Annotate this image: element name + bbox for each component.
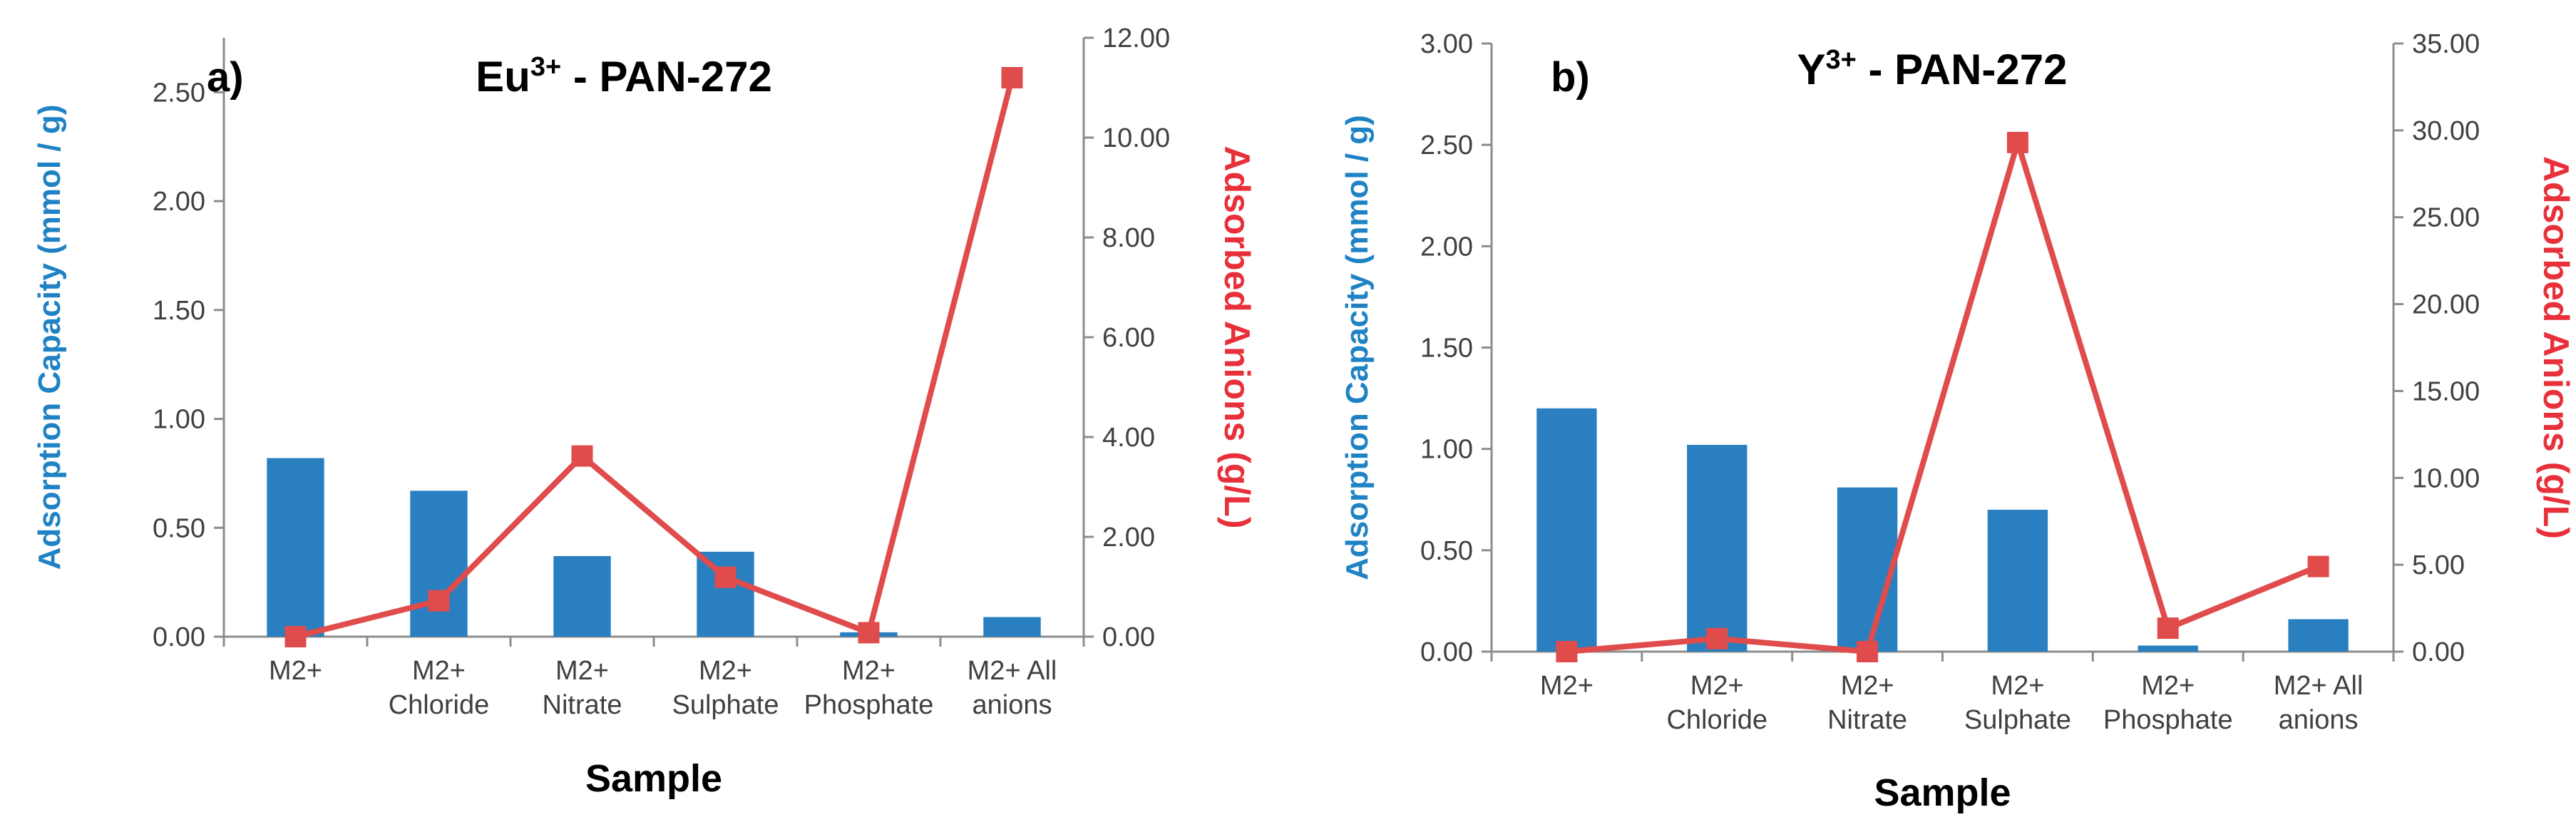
category-label-line2: Phosphate [2103, 705, 2233, 735]
category-label-line2: Phosphate [804, 690, 934, 720]
category-label-line2: Sulphate [672, 690, 779, 720]
bar-1 [1536, 408, 1597, 652]
bar-3 [553, 555, 611, 637]
category-label-line1: M2+ All [968, 656, 1057, 686]
category-label-line2: Chloride [389, 690, 490, 720]
anion-line [1566, 139, 2320, 654]
bar-6 [2288, 619, 2349, 652]
category-label-line2: anions [973, 690, 1052, 720]
category-label-line1: M2+ All [2274, 671, 2364, 701]
bar-2 [1687, 444, 1748, 652]
anion-marker-2 [428, 590, 450, 612]
right-tick-label: 2.00 [1102, 523, 1155, 553]
title-element: Eu [476, 53, 530, 101]
anion-marker-6 [1001, 67, 1023, 88]
panel-letter: b) [1551, 54, 1590, 101]
panel-letter: a) [207, 54, 244, 101]
category-label-line2: anions [2279, 705, 2359, 735]
title-rest: - PAN-272 [1857, 46, 2068, 93]
category-label-line1: M2+ [269, 656, 322, 686]
category-label-line1: M2+ [2141, 671, 2195, 701]
x-axis-label: Sample [1874, 771, 2011, 814]
anion-line [294, 76, 1015, 640]
right-tick-label: 0.00 [1102, 622, 1155, 652]
right-tick-label: 20.00 [2412, 290, 2480, 320]
left-tick-label: 1.50 [153, 296, 205, 326]
anion-marker-6 [2307, 555, 2329, 577]
anion-marker-1 [284, 626, 307, 647]
anion-marker-5 [858, 622, 880, 644]
left-tick-label: 0.00 [1420, 637, 1473, 667]
left-tick-label: 2.00 [153, 187, 205, 217]
title-element: Y [1797, 46, 1826, 93]
right-tick-label: 10.00 [2412, 463, 2480, 493]
chart-panel-1: 0.00 0.50 1.00 1.50 2.00 2.50 0.00 2.00 4.00 6.00… [32, 24, 1257, 800]
right-tick-label: 25.00 [2412, 203, 2480, 233]
category-label-line1: M2+ [1690, 671, 1744, 701]
left-tick-label: 2.50 [153, 78, 205, 108]
anion-marker-4 [714, 566, 737, 588]
right-tick-label: 0.00 [2412, 637, 2465, 667]
category-label-line2: Chloride [1666, 705, 1767, 735]
left-tick-label: 3.00 [1420, 29, 1473, 59]
right-tick-label: 4.00 [1102, 423, 1155, 453]
x-axis-label: Sample [585, 757, 722, 800]
bar-4 [697, 551, 754, 637]
left-tick-label: 2.00 [1420, 232, 1473, 262]
category-label-line1: M2+ [1540, 671, 1594, 701]
y2-axis-label: Adsorbed Anions (g/L) [2536, 156, 2576, 539]
bar-3 [1837, 487, 1898, 652]
category-label-line1: M2+ [842, 656, 896, 686]
category-label-line1: M2+ [699, 656, 752, 686]
left-tick-label: 0.50 [1420, 536, 1473, 566]
anion-marker-4 [2006, 131, 2028, 153]
anion-marker-1 [1556, 641, 1578, 662]
left-tick-label: 2.50 [1420, 130, 1473, 160]
bar-5 [2138, 645, 2198, 652]
category-label-line1: M2+ [1841, 671, 1894, 701]
right-tick-label: 5.00 [2412, 550, 2465, 580]
bar-1 [267, 458, 324, 637]
category-label-line2: Nitrate [543, 690, 622, 720]
anion-marker-3 [1857, 641, 1879, 662]
left-tick-label: 1.00 [1420, 435, 1473, 465]
y-axis-label: Adsorption Capacity (mmol / g) [1340, 115, 1375, 580]
anion-marker-2 [1706, 627, 1728, 649]
category-label-line2: Sulphate [1964, 705, 2071, 735]
title-rest: - PAN-272 [561, 53, 772, 101]
y-axis-label: Adsorption Capacity (mmol / g) [32, 105, 67, 570]
bar-4 [1987, 509, 2048, 652]
anion-marker-5 [2157, 617, 2179, 640]
category-label-line1: M2+ [412, 656, 466, 686]
bar-2 [410, 491, 468, 637]
left-tick-label: 0.00 [153, 622, 205, 652]
right-tick-label: 15.00 [2412, 376, 2480, 406]
title-superscript: 3+ [1826, 45, 1857, 75]
right-tick-label: 35.00 [2412, 29, 2480, 59]
right-tick-label: 8.00 [1102, 223, 1155, 253]
right-tick-label: 10.00 [1102, 123, 1170, 153]
title-superscript: 3+ [530, 52, 561, 82]
left-tick-label: 0.50 [153, 513, 205, 543]
category-label-line1: M2+ [1991, 671, 2044, 701]
anion-marker-3 [571, 445, 593, 467]
left-tick-label: 1.00 [153, 405, 205, 435]
left-tick-label: 1.50 [1420, 334, 1473, 364]
category-label-line1: M2+ [555, 656, 609, 686]
right-tick-label: 30.00 [2412, 116, 2480, 146]
chart-title: Y3+ - PAN-272 [1797, 45, 2068, 93]
bar-6 [983, 617, 1041, 637]
category-label-line2: Nitrate [1827, 705, 1907, 735]
right-tick-label: 6.00 [1102, 323, 1155, 353]
y2-axis-label: Adsorbed Anions (g/L) [1217, 146, 1257, 529]
right-tick-label: 12.00 [1102, 24, 1170, 53]
chart-title: Eu3+ - PAN-272 [476, 52, 772, 101]
chart-panel-2: 0.00 0.50 1.00 1.50 2.00 2.50 3.00 0.00 5.00 10.0… [1340, 29, 2576, 814]
